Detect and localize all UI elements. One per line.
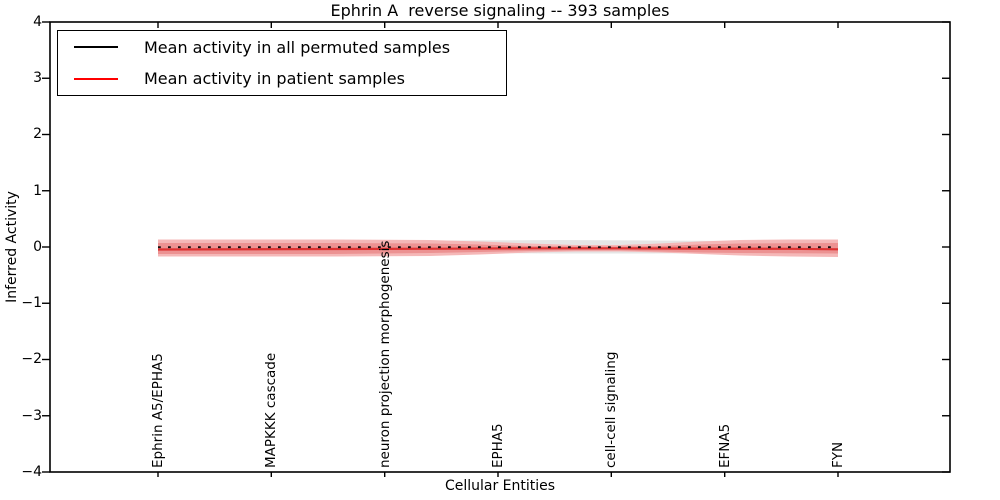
ytick-label-4: 4 [33, 14, 42, 30]
xtick-label-epha5: EPHA5 [490, 423, 506, 468]
y-ticks-left [42, 21, 50, 473]
y-ticks-right [942, 21, 950, 473]
x-ticks-bottom [157, 472, 839, 477]
legend: Mean activity in all permuted samples Me… [57, 30, 507, 96]
ytick-label-1: 1 [33, 183, 42, 199]
ytick-label-neg2: −2 [21, 351, 42, 367]
legend-row-patient: Mean activity in patient samples [58, 63, 506, 94]
patient-mean-line [157, 247, 839, 251]
xtick-label-mapkkk-cascade: MAPKKK cascade [263, 352, 279, 468]
ytick-label-neg4: −4 [21, 464, 42, 480]
xtick-label-cell-cell-signaling: cell-cell signaling [603, 351, 619, 468]
ytick-label-0: 0 [33, 239, 42, 255]
xtick-label-ephrin-a5-epha5: Ephrin A5/EPHA5 [150, 353, 166, 468]
ytick-label-2: 2 [33, 126, 42, 142]
legend-label-patient: Mean activity in patient samples [144, 69, 405, 89]
x-ticks-top [157, 22, 839, 28]
x-axis-label: Cellular Entities [444, 478, 556, 494]
legend-label-permuted: Mean activity in all permuted samples [144, 37, 451, 57]
xtick-label-efna5: EFNA5 [717, 423, 733, 468]
patient-line-sample-icon [74, 77, 118, 80]
chart-title: Ephrin A reverse signaling -- 393 sample… [330, 1, 670, 20]
y-axis-label: Inferred Activity [4, 191, 20, 303]
permuted-line-sample-icon [74, 46, 118, 49]
ytick-label-neg3: −3 [21, 408, 42, 424]
ytick-label-neg1: −1 [21, 295, 42, 311]
xtick-label-neuron-projection-morphogenesis: neuron projection morphogenesis [377, 240, 393, 468]
legend-row-permuted: Mean activity in all permuted samples [58, 32, 506, 63]
ytick-label-3: 3 [33, 70, 42, 86]
xtick-label-fyn: FYN [830, 441, 846, 468]
